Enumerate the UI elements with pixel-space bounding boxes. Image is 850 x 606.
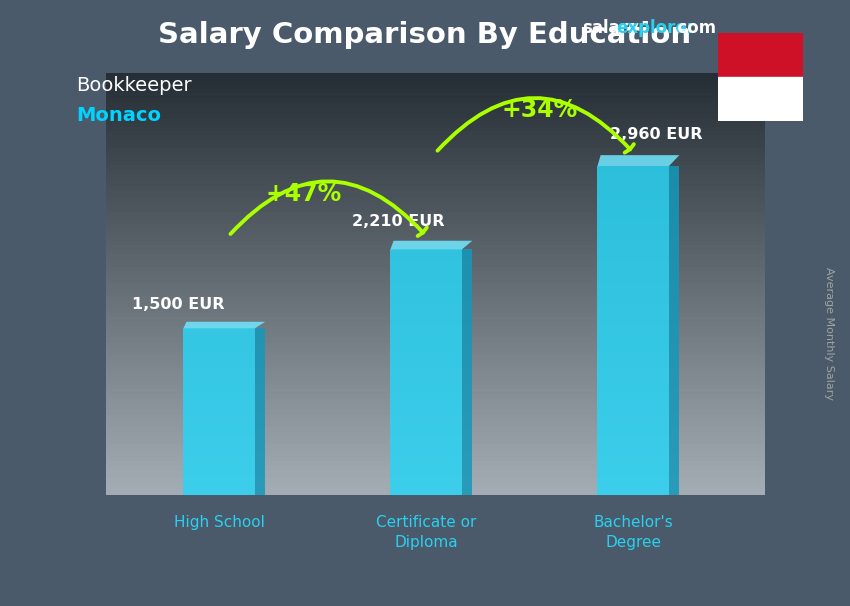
Bar — [184, 328, 255, 495]
Text: Monaco: Monaco — [76, 106, 162, 125]
Text: 2,960 EUR: 2,960 EUR — [609, 127, 702, 142]
Text: salary: salary — [582, 19, 639, 38]
Bar — [718, 77, 803, 121]
Bar — [390, 250, 462, 495]
Bar — [598, 166, 669, 495]
Text: 1,500 EUR: 1,500 EUR — [132, 297, 224, 312]
Polygon shape — [598, 155, 679, 166]
Text: Certificate or
Diploma: Certificate or Diploma — [376, 515, 476, 550]
Text: 2,210 EUR: 2,210 EUR — [352, 215, 445, 230]
Bar — [255, 328, 265, 495]
Text: +47%: +47% — [266, 182, 342, 206]
Text: +34%: +34% — [501, 99, 577, 122]
Polygon shape — [390, 241, 473, 250]
Text: Bookkeeper: Bookkeeper — [76, 76, 192, 95]
Text: explorer: explorer — [616, 19, 695, 38]
Polygon shape — [184, 322, 265, 328]
Text: Bachelor's
Degree: Bachelor's Degree — [593, 515, 673, 550]
Bar — [462, 250, 473, 495]
Text: Average Monthly Salary: Average Monthly Salary — [824, 267, 834, 400]
Bar — [669, 166, 679, 495]
Text: .com: .com — [672, 19, 717, 38]
Text: High School: High School — [173, 515, 264, 530]
Text: Salary Comparison By Education: Salary Comparison By Education — [158, 21, 692, 49]
Bar — [718, 33, 803, 77]
